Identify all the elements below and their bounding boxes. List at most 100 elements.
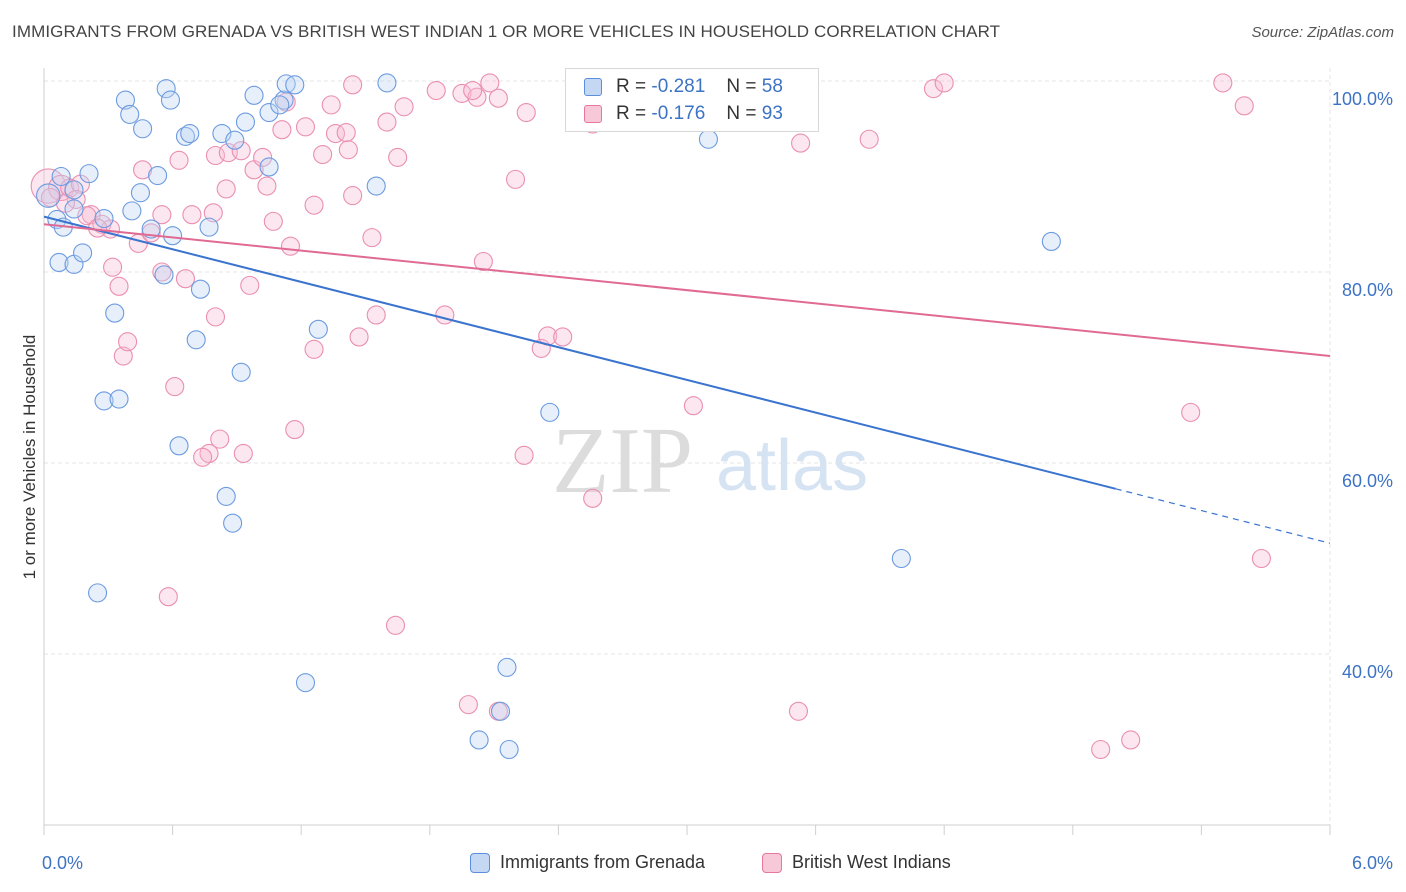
data-point-grenada <box>148 165 168 186</box>
data-point-grenada <box>366 176 386 196</box>
data-point-british-west-indians <box>343 75 363 95</box>
data-point-british-west-indians <box>349 327 369 347</box>
data-point-british-west-indians <box>488 88 508 108</box>
data-point-grenada <box>190 279 211 299</box>
legend-label: British West Indians <box>792 852 951 872</box>
data-point-british-west-indians <box>683 396 703 416</box>
legend-label: Immigrants from Grenada <box>500 852 706 872</box>
data-point-british-west-indians <box>377 112 397 132</box>
data-point-british-west-indians <box>152 205 172 225</box>
data-point-grenada <box>120 104 140 124</box>
y-tick-label: 80.0% <box>1342 280 1393 300</box>
data-point-british-west-indians <box>505 169 526 189</box>
data-point-grenada <box>225 130 245 150</box>
data-point-british-west-indians <box>514 445 534 465</box>
data-point-british-west-indians <box>263 211 283 231</box>
data-point-british-west-indians <box>1213 73 1233 93</box>
data-point-british-west-indians <box>182 205 202 225</box>
data-point-british-west-indians <box>366 305 386 325</box>
data-point-grenada <box>259 102 279 123</box>
stats-swatch-blue <box>584 78 602 96</box>
data-point-grenada <box>540 402 560 422</box>
data-point-british-west-indians <box>152 262 172 282</box>
data-point-british-west-indians <box>385 615 406 635</box>
data-point-british-west-indians <box>859 129 879 149</box>
data-point-grenada <box>223 513 243 533</box>
data-point-grenada <box>109 389 129 409</box>
trend-line-grenada-extension <box>1115 488 1331 544</box>
stats-r-label: R = <box>616 103 647 124</box>
data-point-grenada <box>499 739 519 760</box>
data-point-grenada <box>94 391 114 411</box>
data-point-british-west-indians <box>923 79 944 99</box>
data-point-british-west-indians <box>233 443 253 464</box>
data-point-grenada <box>36 183 61 208</box>
data-point-grenada <box>64 199 84 219</box>
data-point-grenada <box>141 219 161 239</box>
tick-labels: 100.0% 80.0% 60.0% 40.0% 0.0% 6.0% <box>42 89 1393 873</box>
data-point-grenada <box>133 119 153 139</box>
stats-n-label: N = <box>726 103 757 124</box>
data-point-british-west-indians <box>394 97 414 117</box>
data-point-british-west-indians <box>458 695 478 715</box>
data-point-grenada <box>180 123 200 144</box>
data-point-british-west-indians <box>118 332 138 352</box>
y-tick-label: 60.0% <box>1342 471 1393 491</box>
data-point-grenada <box>216 486 236 506</box>
data-point-british-west-indians <box>452 83 472 103</box>
data-point-british-west-indians <box>103 257 123 277</box>
data-point-british-west-indians <box>1251 548 1271 569</box>
stats-n-value: 93 <box>761 103 783 124</box>
stats-n-label: N = <box>726 76 757 97</box>
data-point-british-west-indians <box>158 587 178 607</box>
data-point-british-west-indians <box>66 189 86 209</box>
legend-swatch-pink <box>762 852 782 873</box>
data-point-british-west-indians <box>791 133 811 153</box>
data-point-grenada <box>231 362 251 382</box>
data-point-grenada <box>73 243 93 263</box>
data-point-grenada <box>259 157 279 177</box>
data-point-british-west-indians <box>175 269 196 289</box>
legend-item-bwi[interactable]: British West Indians <box>762 852 951 873</box>
data-point-british-west-indians <box>362 228 382 248</box>
data-point-british-west-indians <box>210 429 230 449</box>
series-immigrants-from-grenada <box>36 73 1061 760</box>
data-point-british-west-indians <box>1181 402 1201 422</box>
data-point-grenada <box>169 436 189 456</box>
data-point-british-west-indians <box>934 73 954 93</box>
stats-legend: R = -0.281 N = 58 R = -0.176 N = 93 <box>565 68 819 132</box>
data-point-british-west-indians <box>388 147 408 167</box>
data-point-british-west-indians <box>1234 96 1254 116</box>
data-point-british-west-indians <box>109 276 129 296</box>
data-point-grenada <box>79 164 99 184</box>
legend-item-grenada[interactable]: Immigrants from Grenada <box>470 852 705 873</box>
data-point-grenada <box>186 330 206 350</box>
data-point-british-west-indians <box>313 144 333 165</box>
data-point-grenada <box>122 201 142 221</box>
stats-r-value: -0.176 <box>651 103 706 124</box>
data-point-british-west-indians <box>516 102 536 123</box>
data-point-british-west-indians <box>435 305 455 325</box>
data-point-grenada <box>244 85 264 105</box>
data-point-grenada <box>130 183 150 203</box>
data-point-british-west-indians <box>338 140 358 160</box>
data-point-grenada <box>270 95 290 115</box>
data-point-british-west-indians <box>553 327 573 347</box>
data-point-british-west-indians <box>280 236 301 256</box>
data-point-british-west-indians <box>1121 730 1141 750</box>
data-point-british-west-indians <box>304 339 324 359</box>
y-axis-label: 1 or more Vehicles in Household <box>20 335 39 580</box>
data-point-grenada <box>469 730 489 750</box>
data-point-british-west-indians <box>473 251 493 272</box>
stats-r-label: R = <box>616 76 647 97</box>
x-tick-label-min: 0.0% <box>42 853 83 873</box>
data-point-grenada <box>160 90 181 110</box>
data-point-british-west-indians <box>205 307 226 327</box>
data-point-british-west-indians <box>231 141 251 161</box>
data-point-british-west-indians <box>272 120 292 140</box>
stats-swatch-pink <box>584 105 602 123</box>
data-point-british-west-indians <box>343 186 363 206</box>
data-point-british-west-indians <box>257 176 277 196</box>
data-point-grenada <box>891 548 911 569</box>
